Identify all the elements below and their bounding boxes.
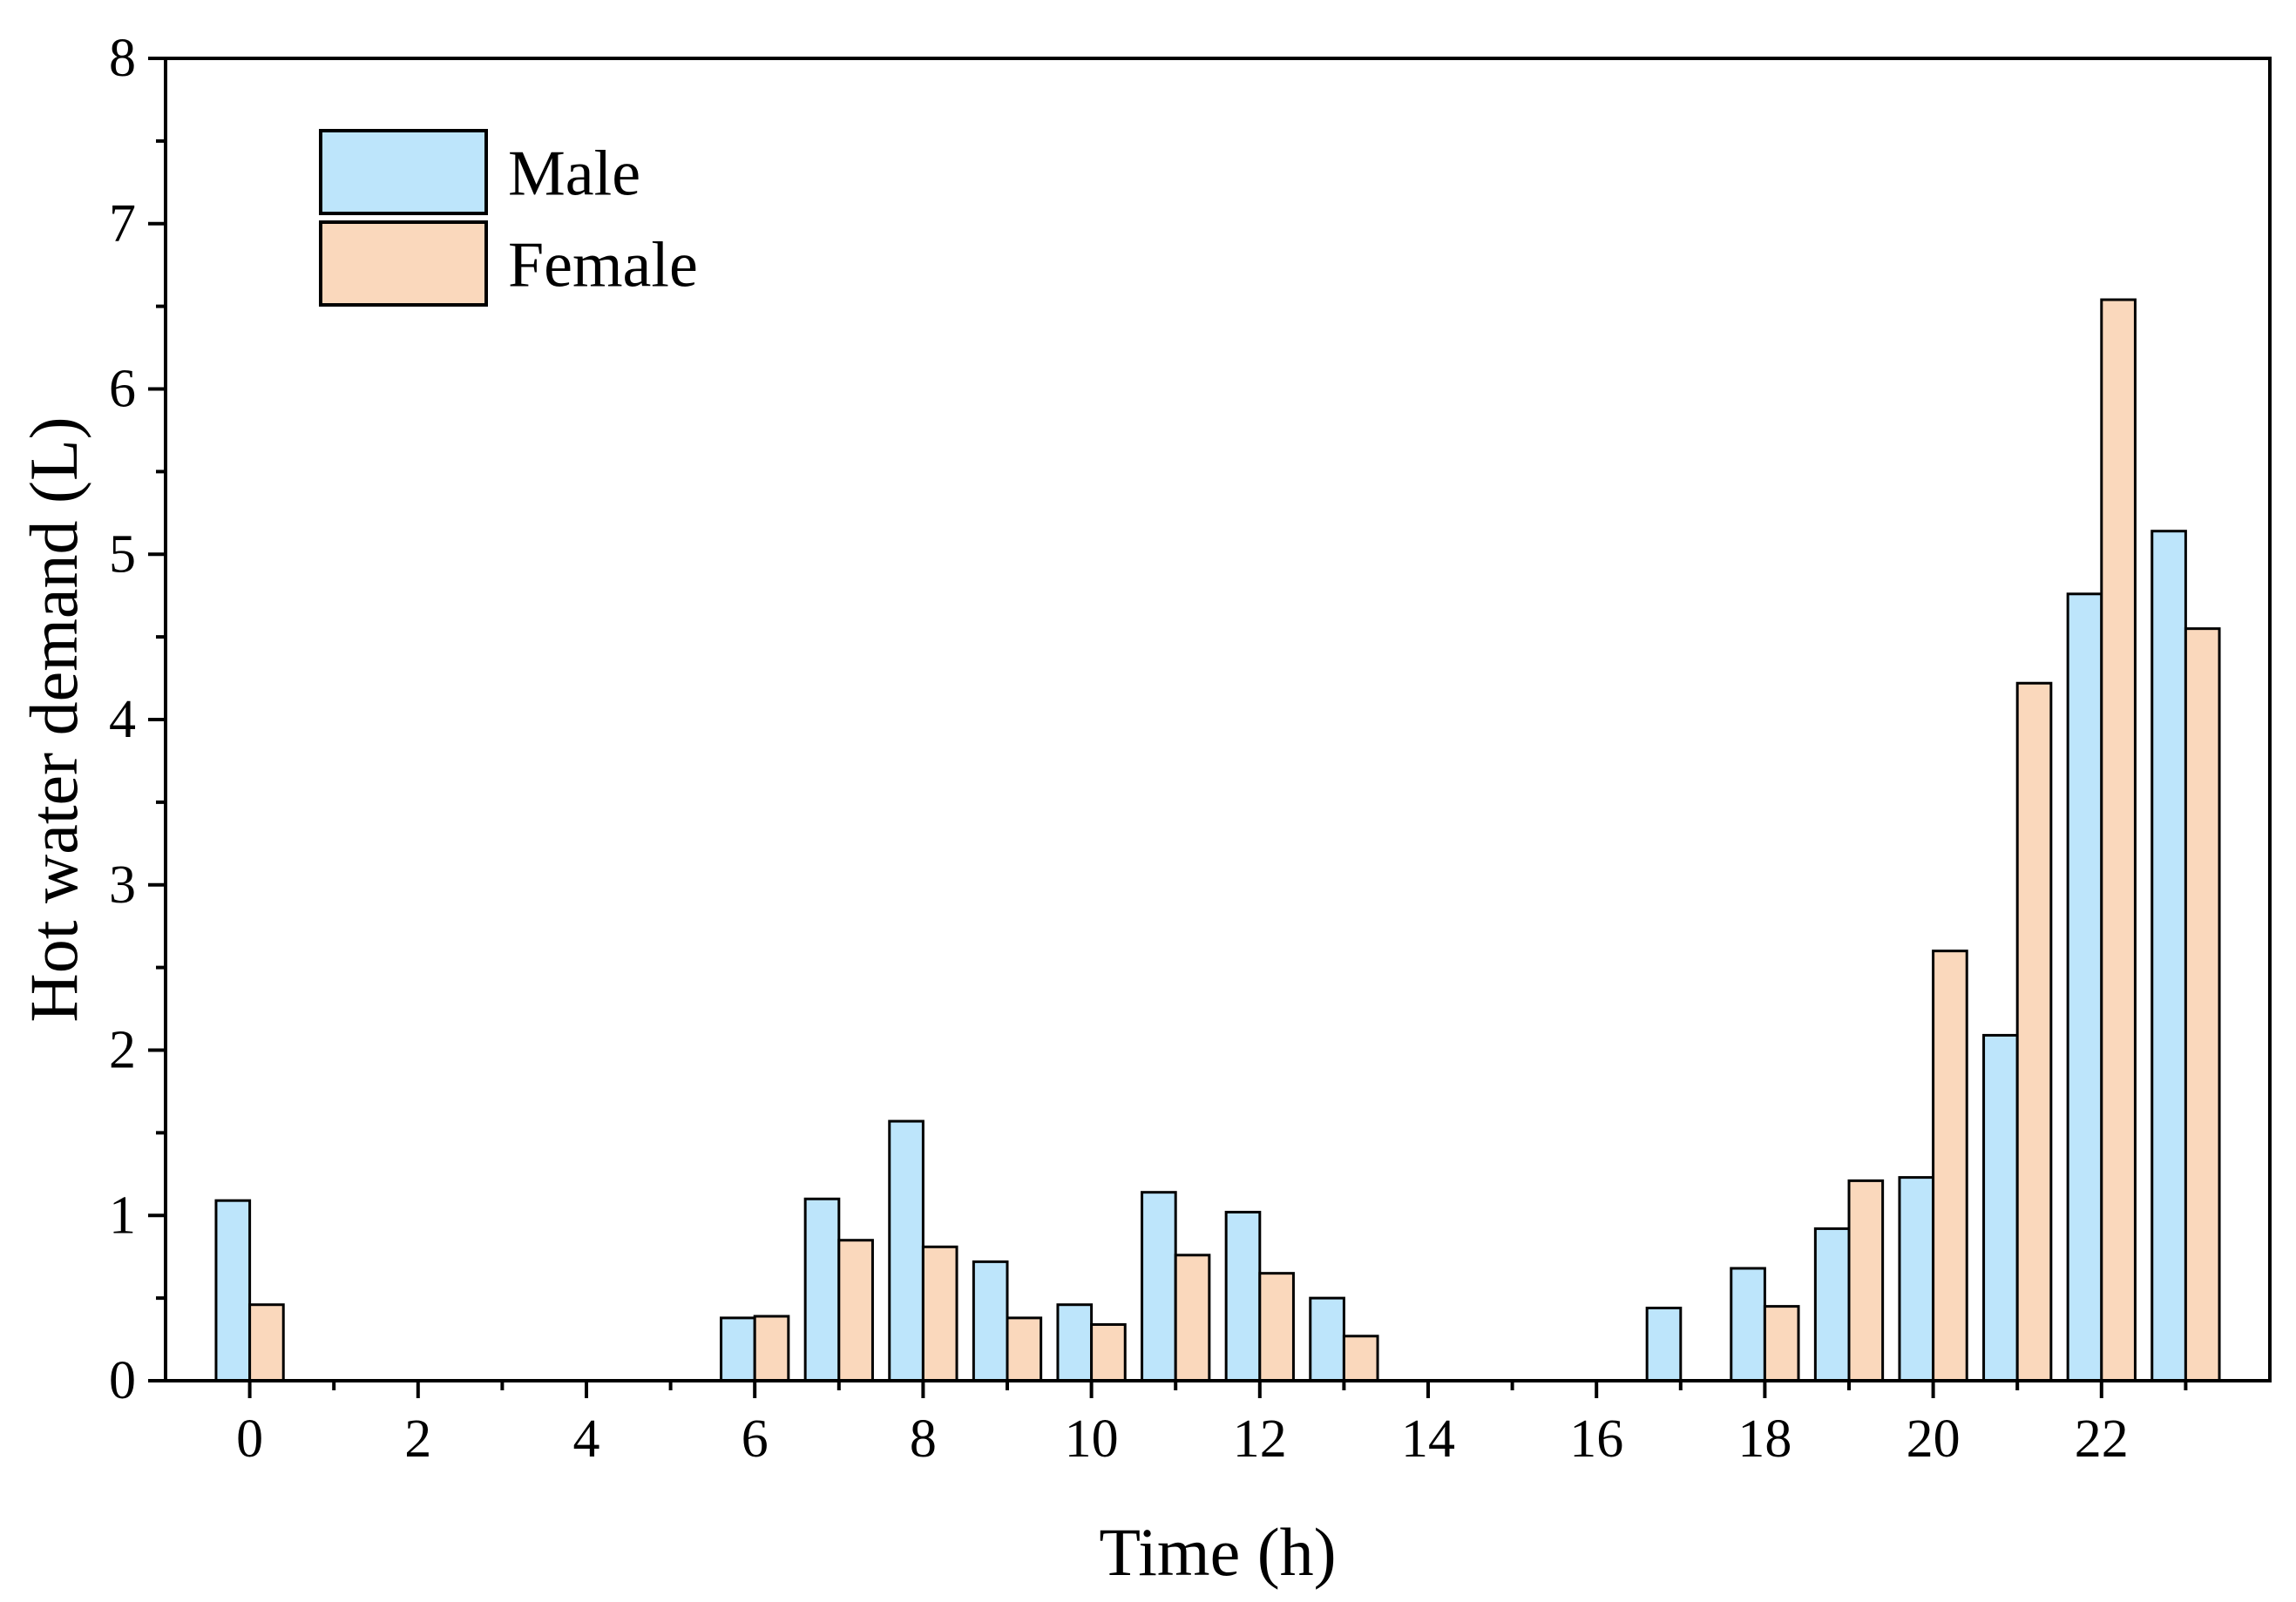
x-tick-label: 10 (1065, 1409, 1119, 1469)
x-tick-label: 2 (404, 1409, 431, 1469)
legend-swatch-male (319, 129, 488, 215)
bar-female-21 (2015, 681, 2053, 1382)
x-tick-label: 6 (742, 1409, 769, 1469)
legend: Male Female (319, 129, 698, 307)
legend-label-male: Male (508, 139, 640, 210)
bar-female-23 (2184, 627, 2221, 1382)
x-tick-label: 8 (910, 1409, 937, 1469)
bar-male-19 (1813, 1227, 1851, 1382)
bar-male-18 (1730, 1267, 1766, 1382)
bar-female-10 (1090, 1322, 1127, 1382)
bar-female-19 (1847, 1179, 1885, 1382)
bar-female-13 (1342, 1335, 1379, 1382)
bar-female-12 (1258, 1272, 1295, 1382)
y-tick-label: 7 (109, 194, 136, 253)
x-tick-label: 16 (1569, 1409, 1623, 1469)
y-tick-label: 5 (109, 524, 136, 584)
bar-male-22 (2066, 592, 2103, 1382)
x-tick-label: 18 (1737, 1409, 1791, 1469)
y-tick-label: 8 (109, 29, 136, 88)
x-tick-label: 14 (1401, 1409, 1455, 1469)
y-tick-label: 6 (109, 360, 136, 419)
bar-male-23 (2150, 530, 2187, 1382)
bar-female-7 (837, 1239, 874, 1382)
x-tick-label: 22 (2075, 1409, 2129, 1469)
x-tick-label: 0 (236, 1409, 263, 1469)
y-tick-label: 1 (109, 1186, 136, 1245)
y-tick-label: 2 (109, 1021, 136, 1080)
y-axis-title: Hot water demand (L) (16, 416, 91, 1022)
bar-male-12 (1224, 1210, 1262, 1382)
bar-female-0 (248, 1303, 285, 1382)
y-tick-label: 0 (109, 1351, 136, 1410)
x-axis-title: Time (h) (1099, 1514, 1336, 1590)
bar-male-10 (1056, 1303, 1094, 1382)
bars-layer (214, 298, 2221, 1382)
bar-female-8 (921, 1245, 958, 1382)
bar-male-20 (1898, 1176, 1935, 1382)
y-tick-label: 3 (109, 855, 136, 915)
x-tick-label: 20 (1907, 1409, 1961, 1469)
y-tick-label: 4 (109, 690, 136, 749)
bar-male-17 (1645, 1307, 1683, 1382)
bar-male-21 (1982, 1033, 2019, 1382)
bar-male-8 (888, 1119, 924, 1382)
bar-male-9 (972, 1260, 1009, 1382)
bar-female-20 (1932, 950, 1968, 1382)
bar-male-13 (1309, 1296, 1345, 1382)
legend-swatch-female (319, 220, 488, 307)
bar-female-9 (1006, 1316, 1043, 1382)
bar-female-6 (753, 1315, 790, 1382)
bar-male-11 (1141, 1191, 1177, 1382)
x-tick-label: 4 (573, 1409, 600, 1469)
bar-female-11 (1174, 1254, 1211, 1382)
bar-male-7 (803, 1197, 841, 1382)
legend-label-female: Female (508, 230, 698, 301)
bar-female-18 (1763, 1305, 1800, 1382)
bar-female-22 (2100, 298, 2137, 1382)
x-tick-label: 12 (1233, 1409, 1287, 1469)
bar-male-0 (214, 1199, 252, 1382)
bar-male-6 (720, 1316, 756, 1382)
